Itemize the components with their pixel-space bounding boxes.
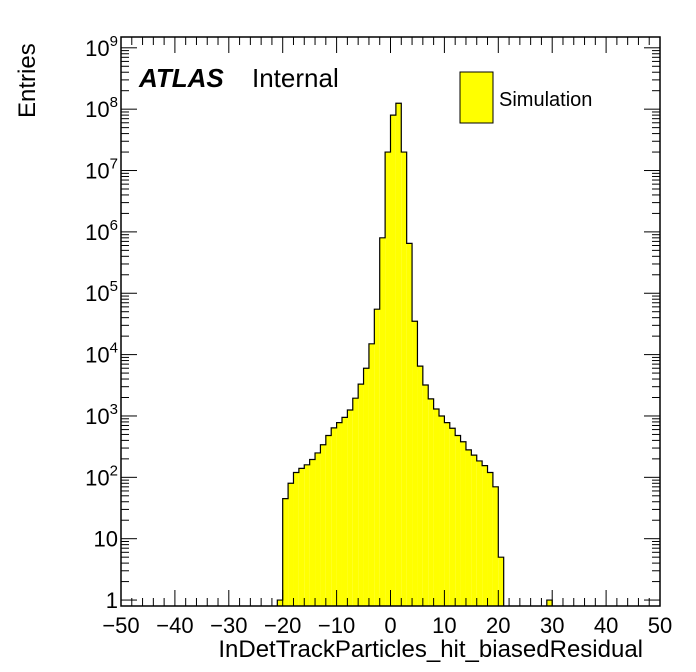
y-tick-exponent: 4: [110, 340, 118, 357]
y-tick-base: 10: [85, 281, 109, 306]
histogram-bin: [395, 103, 402, 606]
x-tick-labels: −50 −40 −30 −20 −10 0 10 20 30 40 50: [102, 613, 672, 638]
histogram-bin: [282, 498, 289, 606]
histogram-bin: [379, 237, 386, 606]
y-tick-base: 1: [106, 588, 118, 613]
histogram-bin: [304, 464, 310, 606]
histogram-bin: [320, 444, 326, 606]
histogram-bin: [331, 427, 337, 606]
histogram-bin: [401, 152, 407, 606]
histogram-bin: [368, 343, 375, 606]
internal-label: Internal: [252, 63, 339, 93]
y-axis-title: Entries: [14, 43, 41, 118]
histogram-bin: [336, 422, 342, 606]
histogram-bin: [293, 472, 299, 606]
histogram-bin: [482, 465, 488, 606]
histogram-bin: [471, 455, 477, 606]
y-tick-exponent: 3: [110, 401, 118, 418]
histogram-bin: [325, 435, 332, 606]
y-tick-base: 10: [85, 343, 109, 368]
y-tick-label: 104: [85, 340, 118, 368]
histogram-bin: [358, 384, 364, 606]
legend-swatch: [459, 71, 494, 124]
histogram-bin: [433, 408, 440, 606]
y-tick-exponent: 5: [110, 278, 118, 295]
y-tick-label: 10: [94, 527, 118, 552]
y-tick-base: 10: [85, 36, 109, 61]
histogram-bin: [352, 398, 359, 606]
x-tick-label: 30: [540, 613, 564, 638]
histogram-bin: [449, 428, 456, 606]
histogram-bin: [476, 460, 483, 606]
histogram-bin: [546, 600, 553, 606]
x-tick-label: −10: [318, 613, 355, 638]
y-tick-label: 103: [85, 401, 118, 429]
x-tick-label: 50: [648, 613, 672, 638]
histogram-bin: [309, 459, 316, 606]
histogram-bin: [277, 600, 283, 606]
y-tick-label: 107: [85, 156, 118, 184]
x-tick-label: −40: [156, 613, 193, 638]
x-tick-label: 20: [486, 613, 510, 638]
histogram-bin: [422, 384, 429, 606]
y-tick-base: 10: [85, 220, 109, 245]
histogram-bin: [298, 468, 305, 606]
y-tick-label: 1: [106, 588, 118, 613]
y-tick-base: 10: [85, 465, 109, 490]
histogram-bin: [347, 410, 353, 606]
x-tick-label: −20: [264, 613, 301, 638]
y-tick-exponent: 8: [110, 94, 118, 111]
y-tick-label: 108: [85, 94, 118, 122]
y-tick-label: 102: [85, 462, 118, 490]
y-tick-base: 10: [85, 404, 109, 429]
x-tick-label: 40: [594, 613, 618, 638]
y-tick-exponent: 6: [110, 217, 118, 234]
atlas-label: ATLAS: [138, 63, 224, 93]
x-axis-title: InDetTrackParticles_hit_biasedResidual: [218, 636, 643, 663]
y-tick-base: 10: [94, 527, 118, 552]
histogram-bin: [498, 557, 504, 606]
y-tick-exponent: 2: [110, 462, 118, 479]
axis-ticks: [120, 37, 661, 606]
x-tick-label: −50: [102, 613, 139, 638]
histogram-bin: [492, 486, 499, 606]
y-tick-label: 105: [85, 278, 118, 306]
x-tick-label: 10: [432, 613, 456, 638]
x-tick-label: −30: [210, 613, 247, 638]
y-tick-base: 10: [85, 159, 109, 184]
histogram-bin: [385, 152, 391, 606]
histogram-bin: [315, 452, 321, 606]
x-tick-label: 0: [384, 613, 396, 638]
legend-label: Simulation: [499, 89, 592, 111]
y-tick-base: 10: [85, 97, 109, 122]
histogram-bin: [487, 472, 493, 606]
histogram-bin: [428, 398, 434, 606]
y-tick-exponent: 9: [110, 33, 118, 50]
histogram-bin: [455, 435, 461, 606]
histogram-bin: [465, 449, 472, 606]
histogram-bin: [374, 309, 380, 606]
histogram-bin: [460, 441, 466, 606]
y-tick-exponent: 7: [110, 156, 118, 173]
histogram-bins: [277, 103, 553, 606]
histogram-bin: [341, 417, 348, 606]
histogram-bin: [444, 422, 450, 606]
histogram-bin: [288, 483, 294, 606]
histogram-bin: [417, 366, 423, 606]
histogram-bin: [363, 368, 369, 606]
y-tick-label: 109: [85, 33, 118, 61]
histogram-bin: [412, 321, 418, 606]
histogram-bin: [390, 115, 396, 606]
histogram-bin: [439, 415, 445, 606]
y-tick-label: 106: [85, 217, 118, 245]
histogram-bin: [406, 243, 413, 606]
